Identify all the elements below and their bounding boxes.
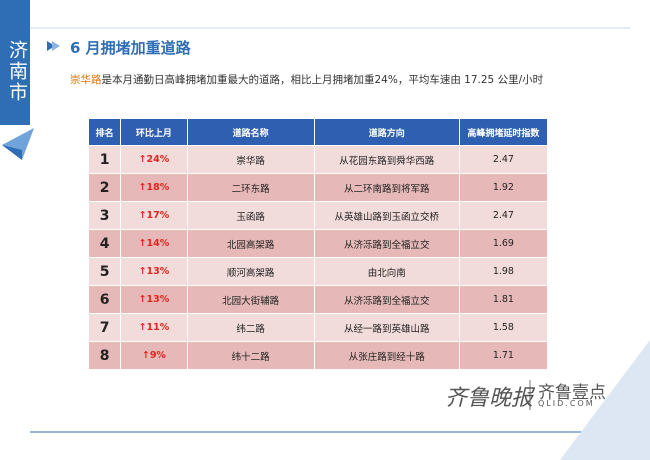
cell-rank: 1: [87, 145, 122, 174]
table-row: 1 ↑24% 崇华路 从花园东路到舜华西路 2.47: [87, 145, 549, 174]
cell-idx: 1.92: [458, 173, 549, 202]
cell-rank: 8: [87, 341, 122, 370]
cell-rank: 3: [87, 201, 122, 230]
cell-road: 玉函路: [186, 201, 315, 230]
cell-chg: ↑9%: [120, 341, 188, 370]
cell-chg: ↑14%: [120, 229, 188, 258]
cell-chg: ↑24%: [120, 145, 188, 174]
table-row: 3 ↑17% 玉函路 从英雄山路到玉函立交桥 2.47: [87, 201, 549, 230]
cell-road: 纬二路: [186, 313, 315, 342]
table-row: 8 ↑9% 纬十二路 从张庄路到经十路 1.71: [87, 341, 549, 370]
table-row: 4 ↑14% 北园高架路 从济泺路到全福立交 1.69: [87, 229, 549, 258]
logo-right: 齐鲁壹点: [538, 383, 606, 403]
cell-dir: 从二环南路到将军路: [313, 173, 460, 202]
cell-dir: 从济泺路到全福立交: [313, 285, 460, 314]
header-row: 排名 环比上月 道路名称 道路方向 高峰拥堵延时指数: [87, 118, 549, 146]
cell-road: 顺河高架路: [186, 257, 315, 286]
cell-road: 北园大街辅路: [186, 285, 315, 314]
cell-idx: 2.47: [458, 145, 549, 174]
cell-road: 二环东路: [186, 173, 315, 202]
cell-dir: 从张庄路到经十路: [313, 341, 460, 370]
cell-dir: 从英雄山路到玉函立交桥: [313, 201, 460, 230]
cell-road: 北园高架路: [186, 229, 315, 258]
cell-road: 纬十二路: [186, 341, 315, 370]
summary-lead: 崇华路: [70, 74, 102, 86]
cell-chg: ↑13%: [120, 257, 188, 286]
cell-dir: 从济泺路到全福立交: [313, 229, 460, 258]
cell-dir: 由北向南: [313, 257, 460, 286]
table: 排名 环比上月 道路名称 道路方向 高峰拥堵延时指数 1 ↑24% 崇华路 从花园东路到舜华西路…: [87, 118, 549, 370]
sidebar: [0, 0, 30, 125]
table-row: 7 ↑11% 纬二路 从经一路到英雄山路 1.58: [87, 313, 549, 342]
table-row: 5 ↑13% 顺河高架路 由北向南 1.98: [87, 257, 549, 286]
cell-idx: 1.98: [458, 257, 549, 286]
cell-rank: 4: [87, 229, 122, 258]
table-row: 2 ↑18% 二环东路 从二环南路到将军路 1.92: [87, 173, 549, 202]
cell-idx: 1.81: [458, 285, 549, 314]
logo-url: QLID.COM: [538, 399, 595, 408]
cell-idx: 1.69: [458, 229, 549, 258]
cell-chg: ↑11%: [120, 313, 188, 342]
cell-idx: 1.58: [458, 313, 549, 342]
cell-rank: 2: [87, 173, 122, 202]
cell-idx: 1.71: [458, 341, 549, 370]
cell-idx: 2.47: [458, 201, 549, 230]
column-header: 道路名称: [186, 118, 315, 146]
logo-left: 齐鲁晚报: [445, 386, 534, 411]
column-header: 道路方向: [313, 118, 460, 146]
summary-text: 是本月通勤日高峰拥堵加重最大的道路，相比上月拥堵加重24%，平均车速由 17.2…: [101, 74, 544, 86]
column-header: 排名: [87, 118, 122, 146]
cell-dir: 从花园东路到舜华西路: [313, 145, 460, 174]
column-header: 高峰拥堵延时指数: [458, 118, 549, 146]
cell-chg: ↑13%: [120, 285, 188, 314]
cell-dir: 从经一路到英雄山路: [313, 313, 460, 342]
summary: 崇华路是本月通勤日高峰拥堵加重最大的道路，相比上月拥堵加重24%，平均车速由 1…: [70, 72, 543, 87]
table-row: 6 ↑13% 北园大街辅路 从济泺路到全福立交 1.81: [87, 285, 549, 314]
cell-chg: ↑18%: [120, 173, 188, 202]
cell-rank: 6: [87, 285, 122, 314]
title: 6 月拥堵加重道路: [70, 39, 191, 57]
cell-rank: 7: [87, 313, 122, 342]
city-label: 济南市: [6, 40, 28, 103]
cell-chg: ↑17%: [120, 201, 188, 230]
cell-rank: 5: [87, 257, 122, 286]
column-header: 环比上月: [120, 118, 188, 146]
cell-road: 崇华路: [186, 145, 315, 174]
